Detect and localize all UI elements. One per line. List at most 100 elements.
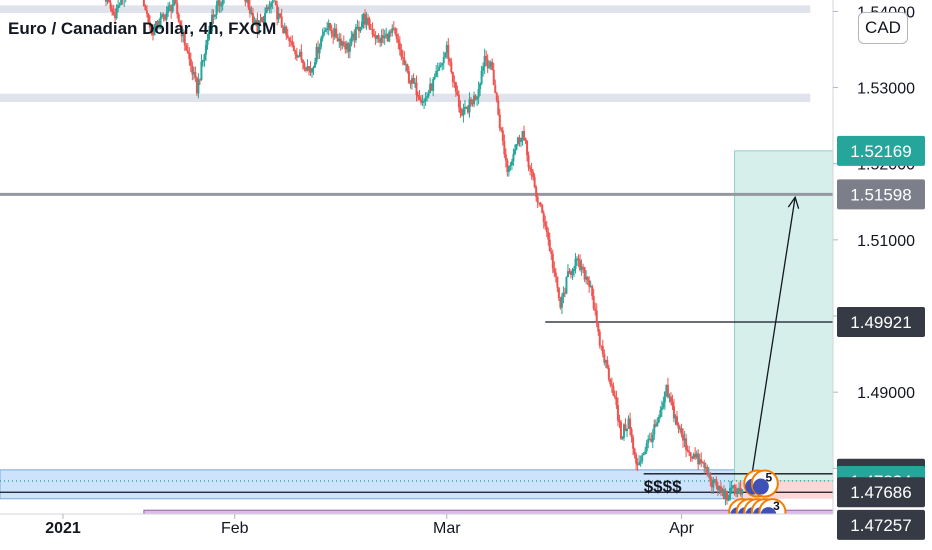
candle-body xyxy=(182,32,185,37)
candle-body xyxy=(270,3,273,7)
candle-body xyxy=(609,379,612,385)
candle-body xyxy=(412,78,415,84)
gray-zone xyxy=(0,5,811,13)
candle-body xyxy=(194,72,197,78)
candle-body xyxy=(703,462,706,468)
candle-body xyxy=(729,488,732,500)
candle-body xyxy=(158,25,161,28)
candle-body xyxy=(676,416,679,425)
candle-body xyxy=(468,99,471,113)
candle-body xyxy=(427,93,430,97)
candle-body xyxy=(741,489,744,495)
candle-body xyxy=(541,204,544,213)
candle-body xyxy=(586,277,589,281)
time-axis[interactable]: 2021 Feb Mar Apr xyxy=(0,513,833,550)
candle-body xyxy=(379,38,382,43)
candle-body xyxy=(394,28,397,34)
candle-body xyxy=(195,77,198,94)
candle-body xyxy=(211,14,214,31)
currency-button[interactable]: CAD xyxy=(858,12,908,44)
candle-body xyxy=(145,10,148,14)
event-badge[interactable]: 5 xyxy=(750,469,779,498)
candle-body xyxy=(208,32,211,40)
candle-body xyxy=(588,280,591,287)
price-tick-label: 1.49000 xyxy=(857,385,915,402)
candle-body xyxy=(635,454,638,464)
candle-body xyxy=(117,5,120,9)
candle-body xyxy=(594,308,597,311)
candle-body xyxy=(168,5,171,7)
candle-body xyxy=(203,54,206,61)
candle-body xyxy=(244,0,247,2)
candle-body xyxy=(642,453,645,456)
candle-body xyxy=(291,41,294,46)
candle-body xyxy=(283,26,286,34)
candle-body xyxy=(407,71,410,84)
candle-body xyxy=(429,83,432,94)
candle-body xyxy=(385,33,388,36)
candle-body xyxy=(435,70,438,77)
candle-body xyxy=(545,226,548,232)
candle-body xyxy=(441,63,444,66)
candle-body xyxy=(353,33,356,41)
candle-body xyxy=(112,11,115,15)
candle-body xyxy=(261,17,264,22)
candle-body xyxy=(453,81,456,83)
candle-body xyxy=(716,485,719,491)
candle-body xyxy=(630,429,633,438)
candle-body xyxy=(563,292,566,294)
candle-body xyxy=(398,42,401,51)
candle-body xyxy=(691,456,694,459)
candle-body xyxy=(689,452,692,457)
candle-body xyxy=(356,26,359,28)
candle-body xyxy=(297,55,300,58)
hline-price-tag: 1.51598 xyxy=(850,185,911,204)
price-axis[interactable]: 1.540001.530001.520001.510001.500001.490… xyxy=(832,0,932,550)
candle-body xyxy=(624,424,627,432)
candle-body xyxy=(666,384,669,398)
candle-body xyxy=(391,28,394,33)
candle-body xyxy=(701,461,704,463)
candle-body xyxy=(171,5,174,12)
candle-body xyxy=(524,137,527,141)
candle-body xyxy=(336,37,339,42)
candle-body xyxy=(574,258,577,269)
candle-body xyxy=(214,15,217,17)
candle-body xyxy=(271,0,274,4)
candle-body xyxy=(330,30,333,35)
candle-body xyxy=(420,99,423,103)
candle-body xyxy=(577,258,580,261)
candle-body xyxy=(415,82,418,96)
candle-body xyxy=(516,137,519,145)
candle-body xyxy=(621,437,624,439)
candle-body xyxy=(560,296,563,308)
candle-body xyxy=(662,402,665,408)
candle-body xyxy=(656,422,659,427)
candle-body xyxy=(315,46,318,63)
candle-body xyxy=(636,463,639,466)
candle-body xyxy=(150,27,153,32)
candle-body xyxy=(310,68,313,73)
candle-body xyxy=(209,30,212,33)
candle-body xyxy=(218,0,221,7)
time-axis-bg xyxy=(0,514,833,550)
candle-body xyxy=(273,0,276,2)
candle-body xyxy=(323,31,326,35)
candle-body xyxy=(197,79,200,94)
candle-body xyxy=(177,14,180,22)
candle-body xyxy=(364,13,367,25)
candle-body xyxy=(370,28,373,30)
candle-body xyxy=(712,479,715,488)
candle-body xyxy=(725,490,728,501)
candle-body xyxy=(259,20,262,22)
candle-body xyxy=(710,481,713,488)
candle-body xyxy=(345,43,348,50)
candle-body xyxy=(335,28,338,38)
candle-body xyxy=(722,489,725,500)
candle-body xyxy=(106,0,109,2)
candle-body xyxy=(154,21,157,27)
candle-body xyxy=(504,154,507,161)
candle-body xyxy=(707,473,710,475)
